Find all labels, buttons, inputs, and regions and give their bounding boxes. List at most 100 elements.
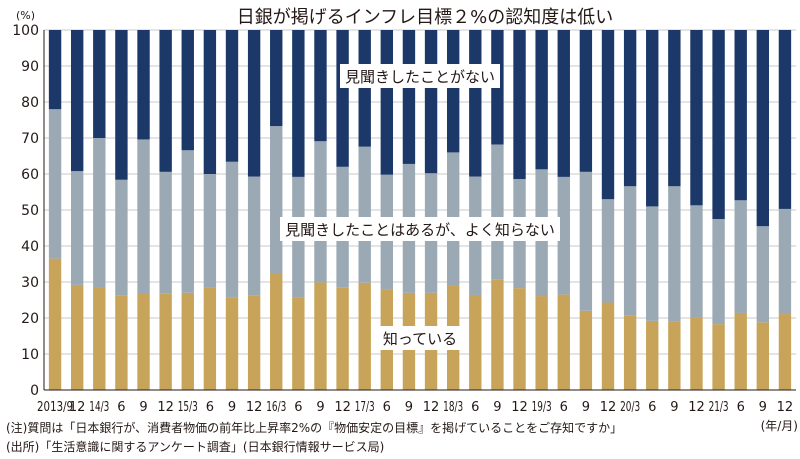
series-label-background <box>340 64 500 88</box>
x-tick-label: 12 <box>423 400 440 415</box>
bar-segment <box>513 288 526 390</box>
source-note: (出所)「生活意識に関するアンケート調査」(日本銀行情報サービス局) <box>6 440 385 454</box>
bar-segment <box>270 126 283 274</box>
y-tick-label: 100 <box>12 23 39 39</box>
bar-segment <box>380 30 394 175</box>
bar-segment <box>115 295 128 390</box>
bar-segment <box>601 199 615 303</box>
bar-segment <box>491 279 504 390</box>
x-tick-label: 9 <box>405 400 413 415</box>
x-tick-label: 14/3 <box>89 400 109 415</box>
y-tick-labels: 0 10 20 30 40 50 60 70 80 90 100 <box>12 23 39 399</box>
bar-segment <box>336 287 349 390</box>
bar-segment <box>535 296 548 390</box>
bar-segment <box>601 302 615 390</box>
bar-segment <box>203 174 217 288</box>
bar-segment <box>115 179 128 296</box>
bar-segment <box>247 30 261 177</box>
bar-segment <box>247 295 261 390</box>
bar-segment <box>513 30 526 180</box>
bar-segment <box>469 294 482 390</box>
x-tick-label: 15/3 <box>178 400 198 415</box>
bar-segment <box>756 30 770 227</box>
bar-segment <box>203 287 217 390</box>
x-tick-label: 12 <box>334 400 351 415</box>
bar-segment <box>579 30 593 172</box>
y-tick-label: 60 <box>21 167 39 183</box>
x-tick-label: 12 <box>69 400 86 415</box>
bar-segment <box>358 146 371 283</box>
x-tick-label: 2013/9 <box>37 400 73 415</box>
bar-segment <box>469 30 482 177</box>
bar-segment <box>137 30 150 140</box>
chart-title: 日銀が掲げるインフレ目標２%の認知度は低い <box>237 7 614 28</box>
x-tick-label: 9 <box>759 400 767 415</box>
x-tick-label: 12 <box>777 400 794 415</box>
series-label: 知っている <box>383 330 457 348</box>
bar-segment <box>159 171 172 294</box>
bar-segment <box>314 30 327 142</box>
x-tick-labels: 2013/912 14/3 6 9 12 15/3 6 9 12 16/3 6 9 12 17/3 6 9 12… <box>37 400 793 415</box>
y-tick-label: 30 <box>21 275 39 291</box>
x-tick-label: 9 <box>582 400 590 415</box>
bar-segment <box>491 144 504 280</box>
bar-segment <box>557 176 570 295</box>
bar-segment <box>159 30 172 172</box>
bar-segment <box>690 30 703 206</box>
bar-segment <box>314 141 327 283</box>
bar-segment <box>314 282 327 390</box>
bar-segment <box>336 30 349 167</box>
x-tick-label: 6 <box>206 400 214 415</box>
x-tick-label: 6 <box>737 400 745 415</box>
bar-segment <box>756 226 770 323</box>
x-tick-label: 12 <box>688 400 705 415</box>
bar-segment <box>203 30 217 174</box>
bar-segment <box>778 314 792 390</box>
x-tick-label: 12 <box>511 400 528 415</box>
bar-segment <box>225 297 239 390</box>
x-tick-label: 21/3 <box>709 400 729 415</box>
x-tick-label: 17/3 <box>355 400 375 415</box>
bar-segment <box>270 30 283 127</box>
bar-segment <box>48 30 62 110</box>
x-tick-label: 6 <box>383 400 391 415</box>
x-tick-label: 12 <box>600 400 617 415</box>
footnote: (注)質問は「日本銀行が、消費者物価の前年比上昇率2%の『物価安定の目標』を掲げ… <box>6 421 623 435</box>
bar-segment <box>70 171 84 285</box>
bar-segment <box>668 30 681 187</box>
bar-segment <box>623 30 637 187</box>
bar-segment <box>712 30 725 219</box>
x-tick-label: 9 <box>228 400 236 415</box>
series-label-background <box>377 326 463 350</box>
bar-segment <box>712 219 725 325</box>
bar-segment <box>48 258 62 390</box>
bar-segment <box>358 30 371 147</box>
bar-segment <box>601 30 615 200</box>
bar-segment <box>48 109 62 259</box>
bar-segment <box>623 315 637 390</box>
bar-segment <box>734 312 747 390</box>
bar-segment <box>668 186 681 322</box>
x-tick-label: 6 <box>560 400 568 415</box>
y-tick-label: 40 <box>21 239 39 255</box>
bar-segment <box>690 317 703 390</box>
bar-segment <box>579 310 593 390</box>
y-axis-unit: (%) <box>16 9 35 22</box>
series-label: 見聞きしたことがない <box>345 68 495 86</box>
bar-segment <box>159 293 172 390</box>
x-tick-label: 9 <box>670 400 678 415</box>
bar-segment <box>292 297 305 390</box>
series-label: 見聞きしたことはあるが、よく知らない <box>285 221 555 239</box>
y-tick-label: 70 <box>21 131 39 147</box>
x-axis-unit: (年/月) <box>761 419 798 433</box>
bar-segment <box>557 30 570 177</box>
bar-segment <box>646 206 659 321</box>
x-tick-label: 9 <box>493 400 501 415</box>
bar-segment <box>137 293 150 390</box>
bar-segment <box>424 30 438 174</box>
bars <box>48 30 792 390</box>
x-tick-label: 6 <box>648 400 656 415</box>
bar-segment <box>646 30 659 207</box>
x-tick-label: 20/3 <box>620 400 640 415</box>
x-tick-label: 9 <box>316 400 324 415</box>
